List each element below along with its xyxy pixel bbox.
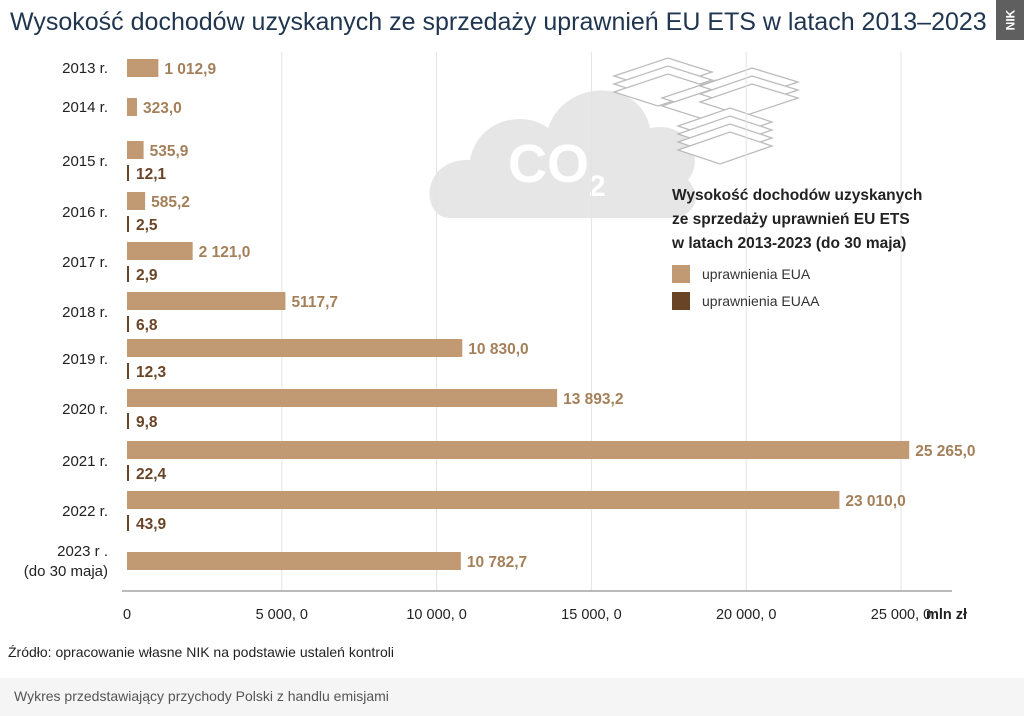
- data-label-euaa: 6,8: [136, 317, 158, 334]
- cloud-icon: [429, 90, 696, 218]
- data-label-euaa: 12,1: [136, 166, 167, 183]
- data-label-euaa: 2,5: [136, 217, 158, 234]
- bar-eua: [127, 242, 193, 260]
- data-label-eua: 1 012,9: [164, 61, 216, 78]
- data-label-eua: 323,0: [143, 100, 182, 117]
- category-label: 2015 r.: [62, 153, 108, 170]
- legend-title-line: ze sprzedaży uprawnień EU ETS: [672, 211, 910, 228]
- category-label: 2018 r.: [62, 304, 108, 321]
- category-label: 2021 r.: [62, 453, 108, 470]
- data-label-euaa: 2,9: [136, 267, 158, 284]
- x-axis-unit: mln zł: [926, 607, 967, 623]
- category-label: 2013 r.: [62, 60, 108, 77]
- x-tick-label: 20 000, 0: [716, 607, 776, 623]
- image-caption: Wykres przedstawiający przychody Polski …: [14, 688, 389, 704]
- bar-eua: [127, 292, 286, 310]
- bar-euaa: [127, 413, 129, 429]
- category-label-line: 2020 r.: [62, 401, 108, 418]
- category-label-line: 2017 r.: [62, 254, 108, 271]
- category-label-line: 2019 r.: [62, 351, 108, 368]
- bar-euaa: [127, 515, 129, 531]
- nik-badge: NIK: [996, 0, 1024, 40]
- category-label-line: 2018 r.: [62, 304, 108, 321]
- co2-label: CO2: [508, 134, 606, 203]
- data-label-eua: 23 010,0: [845, 493, 905, 510]
- x-tick-label: 5 000, 0: [256, 607, 308, 623]
- legend-title-line: Wysokość dochodów uzyskanych: [672, 187, 923, 204]
- category-label-line: (do 30 maja): [24, 563, 108, 580]
- caption-bar: Wykres przedstawiający przychody Polski …: [0, 678, 1024, 716]
- bar-euaa: [127, 165, 129, 181]
- data-label-eua: 13 893,2: [563, 391, 623, 408]
- bar-eua: [127, 441, 910, 459]
- data-label-eua: 10 830,0: [468, 341, 528, 358]
- category-label-line: 2016 r.: [62, 204, 108, 221]
- legend-item-eua: uprawnienia EUA: [672, 265, 810, 283]
- bar-eua: [127, 552, 461, 570]
- chart-legend: Wysokość dochodów uzyskanych ze sprzedaż…: [672, 184, 922, 310]
- data-label-euaa: 43,9: [136, 516, 167, 533]
- category-label-line: 2021 r.: [62, 453, 108, 470]
- legend-title: Wysokość dochodów uzyskanych ze sprzedaż…: [672, 184, 922, 256]
- category-label-line: 2015 r.: [62, 153, 108, 170]
- x-tick-label: 10 000, 0: [406, 607, 466, 623]
- bar-eua: [127, 389, 558, 407]
- legend-swatch-eua: [672, 265, 690, 283]
- legend-swatch-euaa: [672, 292, 690, 310]
- bar-chart: CO2 1 012,9 323,0 535,9 12,1 585,2 2,5 2 121,0…: [24, 52, 976, 623]
- x-tick-label: 15 000, 0: [561, 607, 621, 623]
- category-label: 2022 r.: [62, 503, 108, 520]
- data-label-eua: 2 121,0: [199, 244, 251, 261]
- category-label: 2023 r . (do 30 maja): [24, 543, 108, 580]
- bar-euaa: [127, 316, 129, 332]
- data-label-eua: 5117,7: [291, 294, 338, 311]
- x-tick-label: 0: [123, 607, 131, 623]
- category-label-line: 2013 r.: [62, 60, 108, 77]
- category-label: 2014 r.: [62, 99, 108, 116]
- legend-label-eua: uprawnienia EUA: [702, 266, 811, 282]
- data-label-eua: 10 782,7: [467, 554, 527, 571]
- category-label: 2020 r.: [62, 401, 108, 418]
- bar-euaa: [127, 465, 129, 481]
- data-label-eua: 25 265,0: [915, 443, 975, 460]
- bar-eua: [127, 59, 159, 77]
- banknotes-icon: [611, 57, 801, 165]
- data-label-euaa: 12,3: [136, 364, 167, 381]
- bar-eua: [127, 141, 144, 159]
- data-label-euaa: 9,8: [136, 414, 158, 431]
- bar-euaa: [127, 266, 129, 282]
- page-title: Wysokość dochodów uzyskanych ze sprzedaż…: [10, 8, 987, 36]
- category-label: 2016 r.: [62, 204, 108, 221]
- data-label-eua: 585,2: [151, 194, 190, 211]
- co2-cloud-illustration: CO2: [429, 90, 696, 218]
- category-label: 2017 r.: [62, 254, 108, 271]
- bar-eua: [127, 339, 463, 357]
- data-label-euaa: 22,4: [136, 466, 167, 483]
- category-label-line: 2014 r.: [62, 99, 108, 116]
- bar-eua: [127, 98, 138, 116]
- category-label-line: 2022 r.: [62, 503, 108, 520]
- legend-title-line: w latach 2013-2023 (do 30 maja): [672, 235, 907, 252]
- source-note: Źródło: opracowanie własne NIK na podsta…: [8, 644, 394, 660]
- legend-label-euaa: uprawnienia EUAA: [702, 293, 820, 309]
- bar-euaa: [127, 216, 129, 232]
- bar-eua: [127, 491, 840, 509]
- bar-euaa: [127, 363, 129, 379]
- bar-eua: [127, 192, 146, 210]
- legend-item-euaa: uprawnienia EUAA: [672, 292, 820, 310]
- category-label-line: 2023 r .: [57, 543, 108, 560]
- x-tick-label: 25 000, 0: [871, 607, 931, 623]
- category-label: 2019 r.: [62, 351, 108, 368]
- data-label-eua: 535,9: [150, 143, 189, 160]
